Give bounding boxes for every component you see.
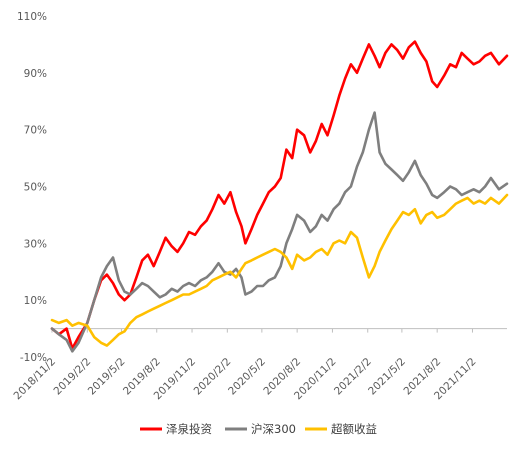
y-tick-label: -10% [20, 352, 47, 364]
y-tick-label: 50% [24, 182, 47, 194]
y-tick-label: 10% [24, 295, 47, 307]
series-line-3 [50, 193, 509, 347]
x-tick-label: 2020/5/2 [226, 356, 268, 398]
legend-label-1: 泽泉投资 [166, 422, 212, 436]
series-line-1 [50, 40, 509, 350]
series-layer [50, 40, 509, 353]
legend: 泽泉投资 沪深300 超额收益 [140, 422, 377, 436]
x-tick-label: 2019/5/2 [86, 356, 128, 398]
series-line-2 [50, 111, 509, 353]
y-tick-label: 30% [24, 238, 47, 250]
y-tick-label: 90% [24, 68, 47, 80]
y-tick-label: 70% [24, 125, 47, 137]
x-axis: 2018/11/22019/2/22019/5/22019/8/22019/11… [12, 328, 479, 402]
x-tick-label: 2021/5/2 [366, 356, 408, 398]
y-axis: -10% 10% 30% 50% 70% 90% 110% [17, 11, 47, 364]
y-tick-label: 110% [17, 11, 47, 23]
legend-label-2: 沪深300 [251, 422, 296, 436]
legend-label-3: 超额收益 [331, 422, 377, 436]
